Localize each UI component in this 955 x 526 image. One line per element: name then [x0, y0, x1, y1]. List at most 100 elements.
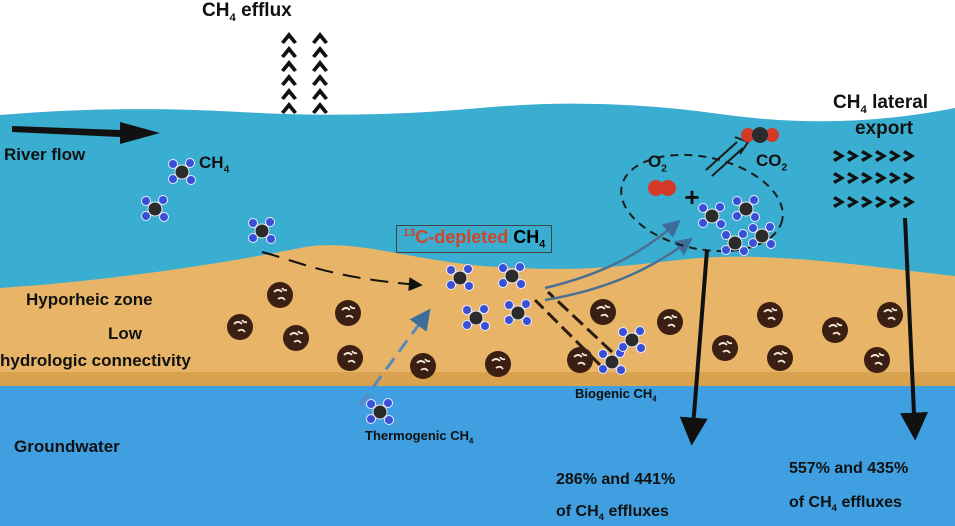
sediment-particle: [227, 314, 253, 340]
lateral-chevron: [875, 150, 887, 162]
co2-molecule-icon: [741, 127, 779, 143]
efflux-chevron: [281, 32, 297, 44]
lateral-chevron: [833, 150, 845, 162]
biogenic-ch4-label: Biogenic CH4: [575, 386, 657, 404]
stat1-line2: of CH4 effluxes: [556, 503, 669, 524]
lateral-chevron: [875, 196, 887, 208]
sediment-particle: [283, 325, 309, 351]
lateral-chevron: [889, 150, 901, 162]
efflux-arrows-left: [281, 32, 297, 114]
oxidation-zone-ellipse: [620, 153, 784, 253]
biogenic-arrow-1: [533, 298, 602, 367]
o2-molecule-icon: [648, 180, 676, 196]
sediment-particle: [267, 282, 293, 308]
methane-molecule-icon: [748, 222, 776, 249]
stat1-line1: 286% and 441%: [556, 471, 676, 488]
river-layer: [0, 103, 955, 300]
methane-molecule-icon: [168, 158, 196, 185]
sediment-particle: [712, 335, 738, 361]
sediment-particle: [567, 347, 593, 373]
low-label: Low: [108, 324, 142, 343]
hyporheic-zone-label: Hyporheic zone: [26, 290, 153, 309]
lateral-chevron: [875, 172, 887, 184]
sediment-particle: [767, 345, 793, 371]
sediment-particle: [822, 317, 848, 343]
lateral-chevron: [861, 196, 873, 208]
efflux-chevron: [312, 60, 328, 72]
lateral-chevron: [861, 172, 873, 184]
sediment-particle: [657, 309, 683, 335]
lateral-chevron: [861, 150, 873, 162]
lateral-chevron: [903, 172, 915, 184]
methane-molecule-icon: [504, 299, 532, 326]
groundwater-label: Groundwater: [14, 437, 120, 456]
sediment-particle: [485, 351, 511, 377]
efflux-chevron: [312, 88, 328, 100]
methane-molecule-icon: [141, 195, 169, 222]
plus-sign: +: [684, 182, 699, 212]
methane-molecule-icon: [732, 195, 760, 222]
stat2-line2: of CH4 effluxes: [789, 494, 902, 515]
efflux-chevron: [312, 32, 328, 44]
efflux-chevron: [281, 60, 297, 72]
methane-molecule-icon: [618, 326, 646, 353]
ch4-efflux-label: CH4 efflux: [202, 0, 292, 24]
efflux-chevron: [312, 74, 328, 86]
efflux-arrows-right: [312, 32, 328, 114]
biogenic-arrow-2: [546, 290, 614, 354]
river-flow-label: River flow: [4, 145, 86, 164]
methane-molecule-icon: [446, 264, 474, 291]
transport-dashed-arrow: [261, 251, 423, 292]
co2-label: CO2: [756, 151, 788, 174]
methane-molecules: [141, 158, 776, 425]
lateral-chevron: [847, 196, 859, 208]
o2-label: O2: [648, 152, 667, 175]
stat2-line1: 557% and 435%: [789, 460, 909, 477]
sediment-particle: [590, 299, 616, 325]
groundwater-layer: [0, 386, 955, 526]
lateral-chevron: [889, 196, 901, 208]
lateral-chevron: [833, 196, 845, 208]
methane-molecule-icon: [498, 262, 526, 289]
efflux-chevron: [281, 88, 297, 100]
methane-molecule-icon: [462, 304, 490, 331]
lateral-export-chevrons: [833, 150, 915, 208]
thermogenic-ch4-label: Thermogenic CH4: [365, 428, 474, 446]
efflux-fraction-arrow-2: [899, 217, 928, 441]
lateral-chevron: [903, 150, 915, 162]
sediment-particle: [877, 302, 903, 328]
oxidation-arrow-1: [544, 219, 681, 290]
efflux-fraction-arrow-1: [679, 249, 709, 446]
oxidation-arrow-2: [544, 237, 693, 302]
c13-depleted-ch4-label: 13C-depleted CH4: [396, 225, 553, 253]
hydrologic-connectivity-label: hydrologic connectivity: [0, 351, 191, 370]
efflux-chevron: [281, 46, 297, 58]
lateral-export-label-1: CH4 lateral: [833, 92, 929, 116]
sediment-particle: [410, 353, 436, 379]
methane-molecule-icon: [721, 229, 749, 256]
efflux-chevron: [281, 74, 297, 86]
lateral-chevron: [847, 150, 859, 162]
efflux-chevron: [312, 102, 328, 114]
lateral-chevron: [847, 172, 859, 184]
lateral-chevron: [903, 196, 915, 208]
lateral-export-label-2: export: [855, 118, 914, 139]
thermogenic-arrow: [358, 308, 431, 406]
methane-molecule-icon: [598, 348, 626, 375]
sediment-particle: [757, 302, 783, 328]
sediment-particle: [335, 300, 361, 326]
ch4-molecule-label: CH4: [199, 153, 230, 176]
efflux-chevron: [312, 46, 328, 58]
methane-molecule-icon: [698, 202, 726, 229]
methane-molecule-icon: [366, 398, 394, 425]
river-flow-arrow: [12, 122, 160, 144]
efflux-chevron: [281, 102, 297, 114]
sediment-particle: [337, 345, 363, 371]
methane-molecule-icon: [248, 217, 276, 244]
lateral-chevron: [889, 172, 901, 184]
lateral-chevron: [833, 172, 845, 184]
sediment-particles: [227, 282, 903, 379]
sediment-bottom-band: [0, 372, 955, 388]
sediment-particle: [864, 347, 890, 373]
